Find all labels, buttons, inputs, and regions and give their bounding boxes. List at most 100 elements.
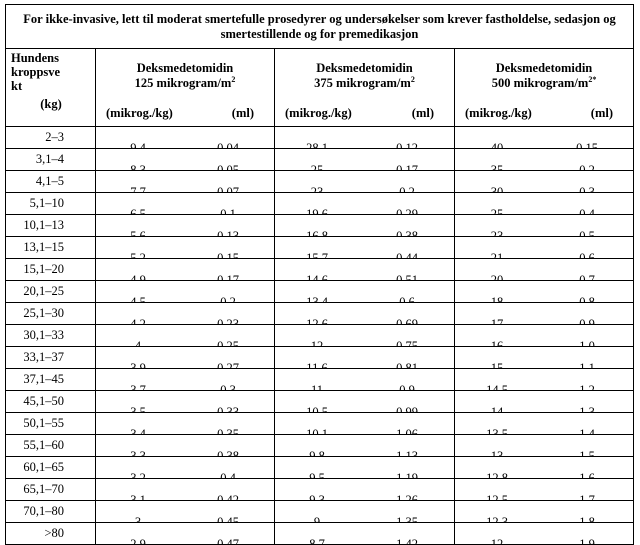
mcg-per-kg-value: 17 — [490, 316, 504, 325]
ml-value: 1,7 — [579, 492, 595, 501]
mcg-per-kg-value: 2,9 — [130, 536, 146, 545]
dose-group-cell: 14,5 1,2 — [453, 368, 635, 391]
dose-group-cell: 8,3 0,05 — [95, 148, 275, 171]
mcg-per-kg-value: 6,5 — [130, 206, 146, 215]
mcg-per-kg-value: 5,6 — [130, 228, 146, 237]
ml-value: 1,6 — [579, 470, 595, 479]
table-row: 15,1–20 4,9 0,17 14,6 0,51 20 0,7 — [5, 258, 635, 281]
mcg-per-kg-value: 23 — [490, 228, 504, 237]
ml-value: 0,07 — [217, 184, 239, 193]
dose-group-cell: 3,3 0,38 — [95, 434, 275, 457]
ml-value: 0,38 — [217, 448, 239, 457]
mcg-per-kg-value: 14 — [490, 404, 504, 413]
dose-group-cell: 9,3 1,26 — [274, 478, 455, 501]
ml-value: 0,81 — [396, 360, 418, 369]
ml-value: 1,8 — [579, 514, 595, 523]
ml-value: 0,25 — [217, 338, 239, 347]
dose-group-name: Deksmedetomidin — [136, 61, 234, 75]
dose-group-cell: 5,2 0,15 — [95, 236, 275, 259]
dose-group-cell: 14,6 0,51 — [274, 258, 455, 281]
dose-group-cell: 23 0,5 — [453, 214, 635, 237]
mcg-per-kg-value: 28,1 — [306, 140, 328, 149]
dose-group-cell: 3,9 0,27 — [95, 346, 275, 369]
mcg-per-kg-value: 13 — [490, 448, 504, 457]
dose-group-cell: 3,7 0,3 — [95, 368, 275, 391]
ml-value: 0,5 — [579, 228, 595, 237]
mcg-per-kg-value: 7,7 — [130, 184, 146, 193]
dose-group-name: Deksmedetomidin — [495, 61, 593, 75]
table-row: 50,1–55 3,4 0,35 10,1 1,06 13,5 1,4 — [5, 412, 635, 435]
table-row: 65,1–70 3,1 0,42 9,3 1,26 12,5 1,7 — [5, 478, 635, 501]
dose-group-name: Deksmedetomidin — [316, 61, 413, 75]
dose-group-cell: 17 0,9 — [453, 302, 635, 325]
dose-group-cell: 8,7 1,42 — [274, 522, 455, 545]
dose-group-cell: 25 0,17 — [274, 148, 455, 171]
dose-group-cell: 12,5 1,7 — [453, 478, 635, 501]
weight-header-line3: kt — [11, 79, 23, 93]
dose-group-dose: 125 mikrogram/m — [134, 76, 232, 90]
ml-value: 0,27 — [217, 360, 239, 369]
mcg-per-kg-value: 4,5 — [130, 294, 146, 303]
weight-range-cell: 55,1–60 — [5, 434, 96, 457]
mcg-per-kg-value: 5,2 — [130, 250, 146, 259]
table-row: >80 2,9 0,47 8,7 1,42 12 1,9 — [5, 522, 635, 545]
dose-group-sup: 2 — [231, 75, 236, 84]
ml-value: 0,2 — [220, 294, 236, 303]
weight-range-cell: 30,1–33 — [5, 324, 96, 347]
mcg-per-kg-value: 21 — [490, 250, 504, 259]
ml-value: 0,69 — [396, 316, 418, 325]
table-row: 45,1–50 3,5 0,33 10,5 0,99 14 1,3 — [5, 390, 635, 413]
mcg-per-kg-value: 18 — [490, 294, 504, 303]
weight-range-cell: 70,1–80 — [5, 500, 96, 523]
dose-group-sup: 2 — [410, 75, 415, 84]
weight-range-cell: 25,1–30 — [5, 302, 96, 325]
dose-group-cell: 20 0,7 — [453, 258, 635, 281]
table-row: 2–3 9,4 0,04 28,1 0,12 40 0,15 — [5, 126, 635, 149]
table-row: 30,1–33 4 0,25 12 0,75 16 1,0 — [5, 324, 635, 347]
mcg-per-kg-value: 13,5 — [486, 426, 508, 435]
ml-value: 0,38 — [396, 228, 418, 237]
mcg-per-kg-value: 15,7 — [306, 250, 328, 259]
dose-group-cell: 19,6 0,29 — [274, 192, 455, 215]
ml-value: 1,1 — [579, 360, 595, 369]
ml-value: 1,2 — [579, 382, 595, 391]
dose-group-dose: 500 mikrogram/m — [491, 76, 589, 90]
ml-value: 0,4 — [579, 206, 595, 215]
mcg-per-kg-value: 12,6 — [306, 316, 328, 325]
dose-group-cell: 9,4 0,04 — [95, 126, 275, 149]
dose-group-cell: 16,8 0,38 — [274, 214, 455, 237]
table-row: 20,1–25 4,5 0,2 13,4 0,6 18 0,8 — [5, 280, 635, 303]
mcg-per-kg-value: 12 — [490, 536, 504, 545]
dose-group-dose: 375 mikrogram/m — [314, 76, 411, 90]
ml-value: 0,75 — [396, 338, 418, 347]
mcg-per-kg-value: 12,3 — [486, 514, 508, 523]
dose-group-cell: 30 0,3 — [453, 170, 635, 193]
table-row: 25,1–30 4,2 0,23 12,6 0,69 17 0,9 — [5, 302, 635, 325]
weight-range-cell: 37,1–45 — [5, 368, 96, 391]
ml-value: 0,05 — [217, 162, 239, 171]
mcg-per-kg-value: 4 — [134, 338, 142, 347]
ml-value: 0,3 — [220, 382, 236, 391]
ml-value: 0,35 — [217, 426, 239, 435]
table-row: 55,1–60 3,3 0,38 9,8 1,13 13 1,5 — [5, 434, 635, 457]
dose-group-cell: 23 0,2 — [274, 170, 455, 193]
mcg-per-kg-value: 3,3 — [130, 448, 146, 457]
ml-value: 1,26 — [396, 492, 418, 501]
weight-range-cell: 45,1–50 — [5, 390, 96, 413]
mcg-per-kg-value: 10,1 — [306, 426, 328, 435]
ml-value: 0,13 — [217, 228, 239, 237]
mcg-per-kg-value: 11 — [310, 382, 324, 391]
ml-value: 0,12 — [396, 140, 418, 149]
ml-value: 1,13 — [396, 448, 418, 457]
mcg-per-kg-value: 9 — [313, 514, 321, 523]
ml-value: 0,1 — [220, 206, 236, 215]
dose-group-cell: 10,1 1,06 — [274, 412, 455, 435]
ml-value: 0,15 — [217, 250, 239, 259]
weight-range-cell: 5,1–10 — [5, 192, 96, 215]
ml-value: 1,5 — [579, 448, 595, 457]
table-row: 70,1–80 3 0,45 9 1,35 12,3 1,8 — [5, 500, 635, 523]
mcg-per-kg-value: 8,7 — [309, 536, 325, 545]
mcg-per-kg-value: 13,4 — [306, 294, 328, 303]
ml-value: 0,17 — [396, 162, 418, 171]
ml-value: 0,04 — [217, 140, 239, 149]
